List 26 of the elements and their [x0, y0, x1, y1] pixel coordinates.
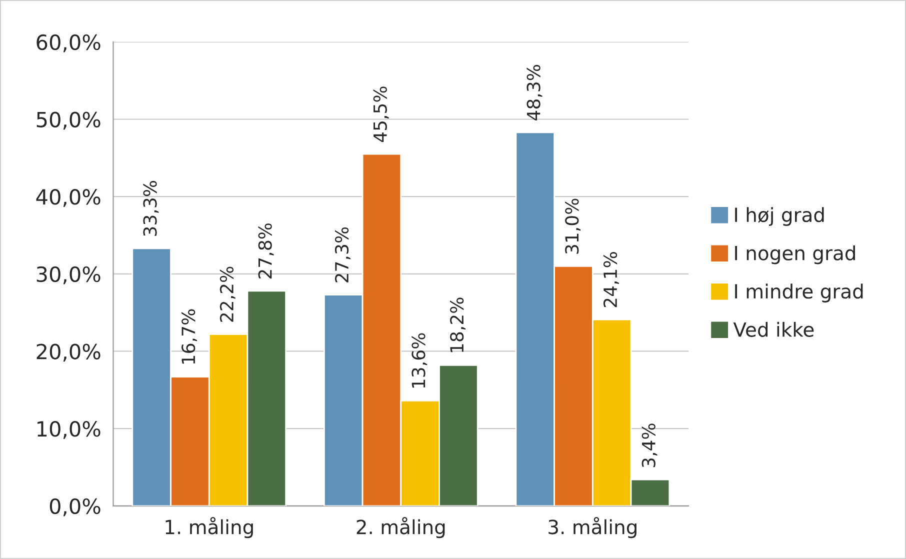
- y-tick-label: 0,0%: [50, 498, 100, 516]
- data-label: 13,6%: [412, 333, 428, 388]
- data-label: 22,2%: [220, 266, 236, 322]
- data-label: 31,0%: [565, 198, 581, 254]
- y-tick-label: 40,0%: [36, 189, 100, 207]
- y-tick-label: 20,0%: [36, 344, 100, 362]
- x-tick-label: 2. måling: [356, 517, 445, 538]
- y-tick-label: 50,0%: [36, 112, 100, 130]
- legend-label: Ved ikke: [733, 322, 814, 337]
- legend-label: I mindre grad: [735, 284, 863, 302]
- y-tick-label: 60,0%: [36, 34, 100, 52]
- x-tick-label: 3. måling: [548, 517, 636, 538]
- data-label: 16,7%: [182, 309, 198, 364]
- data-label: 3,4%: [642, 424, 658, 468]
- data-label: 45,5%: [373, 86, 389, 142]
- x-tick-label: 1. måling: [166, 517, 253, 538]
- data-label: 48,3%: [526, 64, 542, 120]
- data-label: 18,2%: [450, 298, 466, 352]
- data-label: 33,3%: [143, 180, 159, 236]
- legend-label: I nogen grad: [735, 245, 855, 264]
- data-label: 27,8%: [258, 223, 274, 278]
- y-tick-label: 10,0%: [38, 421, 100, 439]
- data-label: 24,1%: [603, 252, 619, 308]
- y-tick-label: 30,0%: [36, 266, 100, 284]
- data-label: 27,3%: [334, 227, 350, 282]
- legend-label: I høj grad: [735, 207, 824, 226]
